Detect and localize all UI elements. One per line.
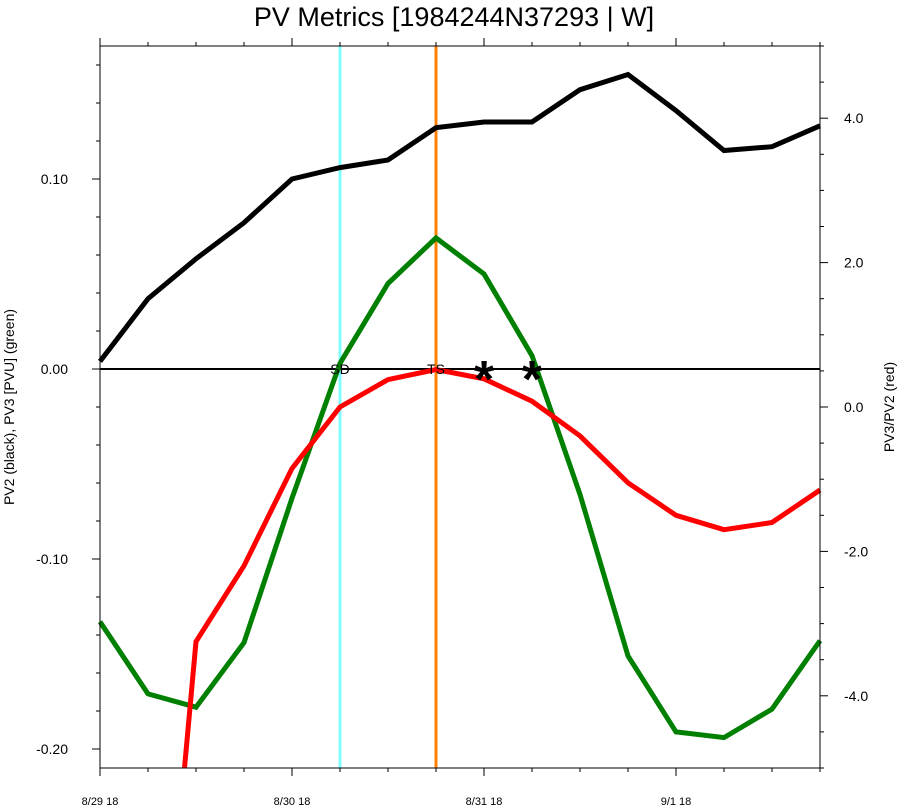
plot-frame [99, 45, 821, 769]
x-tick-label-2: 8/31 18 [466, 796, 503, 805]
y-left-tick-label-1: 0.00 [41, 361, 68, 377]
y-axis-label-right: PV3/PV2 (red) [881, 362, 897, 452]
series-line-0 [98, 71, 821, 363]
plot-border [99, 45, 821, 769]
y-axis-label-left: PV2 (black), PV3 [PVU] (green) [1, 309, 17, 505]
y-left-tick-label-2: -0.10 [36, 551, 68, 567]
y-right-tick-label-4: -4.0 [844, 688, 868, 704]
y-left-tick-label-3: -0.20 [36, 741, 68, 757]
series-line-2 [182, 366, 822, 769]
asterisk-marker-1: * [522, 351, 543, 409]
y-right-tick-label-3: -2.0 [844, 543, 868, 559]
y-right-tick-label-2: 0.0 [844, 399, 864, 415]
series-line-1 [97, 234, 823, 741]
y-right-tick-label-0: 4.0 [844, 110, 864, 126]
x-tick-label-3: 9/1 18 [661, 796, 692, 805]
x-tick-label-0: 8/29 18 [82, 796, 119, 805]
vline-label-0: SD [330, 361, 349, 377]
chart-title: PV Metrics [1984244N37293 | W] [254, 2, 654, 32]
y-right-tick-label-1: 2.0 [844, 255, 864, 271]
axis-tick-labels: 8/29 18 8/30 18 8/31 18 9/1 18 0.10 0.00 -0.10… [36, 110, 868, 805]
y-left-tick-label-0: 0.10 [41, 171, 68, 187]
asterisk-marker-0: * [474, 351, 495, 409]
axis-ticks [92, 38, 828, 776]
vline-label-1: TS [427, 361, 445, 377]
x-tick-label-1: 8/30 18 [274, 796, 311, 805]
plot-area: SD TS * * [97, 46, 823, 769]
